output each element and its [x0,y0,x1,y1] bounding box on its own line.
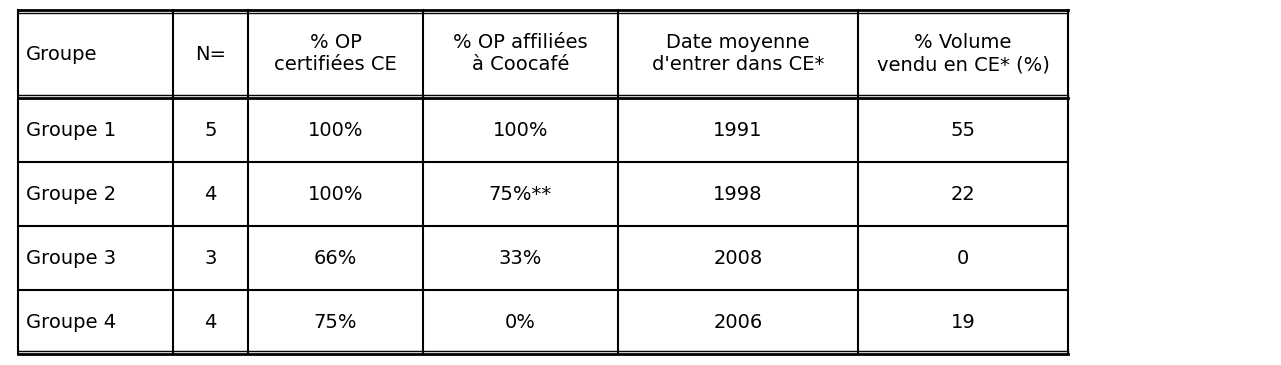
Text: 75%: 75% [314,312,357,331]
Text: 100%: 100% [307,184,364,204]
Text: 1991: 1991 [714,120,762,139]
Text: 100%: 100% [307,120,364,139]
Text: % OP
certifiées CE: % OP certifiées CE [274,34,397,74]
Text: 22: 22 [951,184,975,204]
Text: Groupe 3: Groupe 3 [26,249,117,268]
Text: % Volume
vendu en CE* (%): % Volume vendu en CE* (%) [876,34,1049,74]
Text: 0%: 0% [505,312,535,331]
Text: 55: 55 [951,120,976,139]
Text: 66%: 66% [314,249,357,268]
Text: 2008: 2008 [714,249,762,268]
Text: 4: 4 [204,184,216,204]
Text: % OP affiliées
à Coocafé: % OP affiliées à Coocafé [453,34,588,74]
Text: Groupe 2: Groupe 2 [26,184,117,204]
Text: N=: N= [195,45,225,64]
Text: 4: 4 [204,312,216,331]
Text: Date moyenne
d'entrer dans CE*: Date moyenne d'entrer dans CE* [652,34,824,74]
Text: 5: 5 [204,120,216,139]
Text: 75%**: 75%** [489,184,552,204]
Text: 19: 19 [951,312,975,331]
Text: 33%: 33% [498,249,542,268]
Text: Groupe 1: Groupe 1 [26,120,117,139]
Text: 1998: 1998 [714,184,762,204]
Text: Groupe: Groupe [26,45,97,64]
Text: 3: 3 [204,249,216,268]
Text: 2006: 2006 [714,312,762,331]
Text: Groupe 4: Groupe 4 [26,312,117,331]
Text: 0: 0 [957,249,970,268]
Text: 100%: 100% [493,120,548,139]
